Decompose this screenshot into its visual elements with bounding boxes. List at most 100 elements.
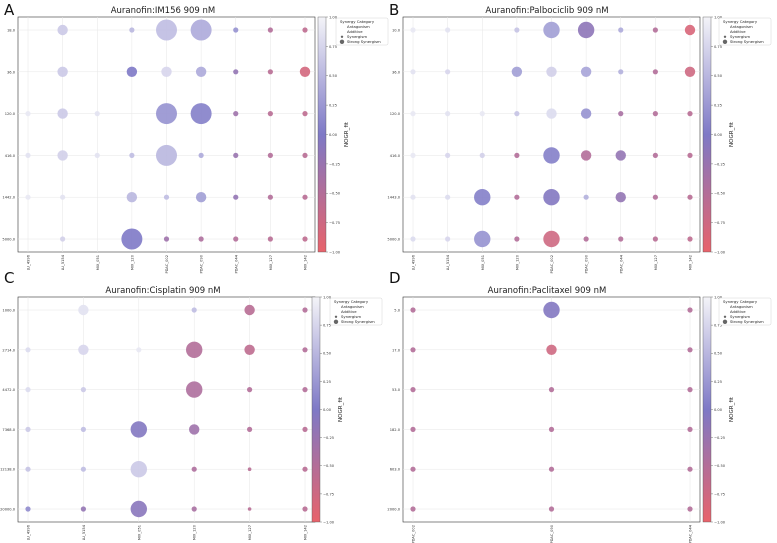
- data-point: [198, 152, 204, 158]
- data-point: [156, 103, 177, 125]
- y-tick-label: 1443.0: [387, 196, 400, 200]
- colorbar-tick-label: 0.25: [323, 380, 331, 384]
- data-point: [687, 387, 693, 393]
- data-point: [543, 230, 560, 248]
- data-point: [652, 111, 658, 117]
- data-point: [474, 230, 491, 248]
- data-point: [410, 387, 416, 393]
- data-point: [410, 506, 416, 512]
- y-tick-label: 5.0: [394, 309, 400, 313]
- colorbar-tick-label: 0.00: [329, 133, 338, 137]
- data-point: [302, 111, 308, 117]
- data-point: [652, 69, 658, 75]
- data-point: [244, 304, 255, 316]
- legend-marker: [722, 39, 728, 44]
- colorbar-tick-label: −0.75: [714, 221, 725, 225]
- y-tick-label: 416.0: [390, 154, 401, 158]
- y-tick-label: 1000.0: [2, 309, 15, 313]
- colorbar-tick-label: 0.00: [714, 408, 723, 412]
- data-point: [546, 108, 557, 119]
- data-point: [514, 194, 520, 200]
- data-point: [57, 24, 68, 36]
- data-point: [543, 189, 560, 206]
- chart-title: Auranofin:Cisplatin 909 nM: [105, 286, 220, 296]
- colorbar-tick-label: −0.25: [323, 436, 334, 440]
- legend-entry: Antagonism: [730, 304, 753, 309]
- data-point: [546, 344, 557, 355]
- data-point: [618, 27, 624, 33]
- panel-b: B Auranofin:Palbociclib 909 nM 10.0 36.0 120…: [387, 1, 772, 273]
- data-point: [615, 192, 626, 203]
- colorbar-tick-label: 0.25: [714, 104, 722, 108]
- data-point: [302, 347, 308, 353]
- data-point: [129, 27, 135, 33]
- data-point: [302, 27, 308, 33]
- data-point: [130, 421, 147, 438]
- colorbar-tick-label: 0.50: [714, 352, 723, 356]
- colorbar-tick-label: −0.25: [714, 436, 725, 440]
- x-tick-label: LU_4996: [412, 254, 416, 270]
- legend-entry: Antagonism: [341, 304, 364, 309]
- data-point: [267, 111, 273, 117]
- colorbar-label: NOGR_fit: [338, 396, 344, 422]
- data-point: [186, 381, 203, 398]
- y-tick-label: 12138.0: [0, 468, 16, 472]
- colorbar-tick-label: −1.00: [323, 520, 335, 524]
- data-point: [302, 194, 308, 200]
- legend-marker: [723, 315, 727, 318]
- data-point: [129, 152, 135, 158]
- data-point: [126, 66, 138, 78]
- y-tick-label: 603.0: [390, 468, 401, 472]
- data-point: [233, 27, 239, 33]
- data-point: [410, 69, 416, 75]
- legend-marker: [333, 319, 339, 324]
- data-point: [163, 194, 170, 200]
- data-point: [233, 111, 239, 117]
- colorbar-tick-label: 0.25: [329, 104, 337, 108]
- x-tick-label: PDAC_044: [619, 254, 623, 273]
- data-point: [618, 111, 624, 117]
- colorbar-tick-label: 0.25: [714, 380, 722, 384]
- colorbar-tick-label: 0.75: [714, 45, 722, 49]
- data-point: [479, 152, 485, 158]
- data-point: [302, 236, 308, 242]
- legend-entry: Additive: [347, 29, 363, 34]
- data-point: [410, 152, 416, 158]
- y-tick-label: 10.0: [392, 29, 401, 33]
- colorbar-tick-label: 1.00: [714, 295, 723, 299]
- data-point: [410, 426, 416, 432]
- y-tick-label: 120.0: [390, 112, 401, 116]
- data-point: [618, 69, 624, 75]
- data-point: [25, 466, 31, 472]
- data-point: [615, 150, 626, 161]
- panel-letter: D: [389, 269, 401, 287]
- colorbar: 1.00 0.75 0.50 0.25 0.00 −0.25 −0.50 −0.75 −1.00…: [317, 15, 350, 254]
- data-point: [445, 27, 451, 33]
- legend: Synergy CategoryAntagonismAdditiveSynerg…: [718, 17, 772, 46]
- data-point: [57, 66, 68, 78]
- y-tick-label: 1442.0: [2, 196, 15, 200]
- legend-entry: Antagonism: [730, 24, 753, 29]
- data-point: [445, 111, 451, 117]
- data-point: [60, 194, 66, 200]
- colorbar-tick-label: 0.00: [323, 408, 332, 412]
- plot-area: [17, 296, 316, 523]
- y-tick-label: 53.0: [392, 388, 401, 392]
- legend-box: [329, 297, 383, 326]
- legend-entry: Antagonism: [347, 24, 370, 29]
- data-point: [163, 236, 170, 242]
- colorbar-gradient: [311, 296, 321, 523]
- data-point: [78, 344, 89, 355]
- data-point: [191, 307, 197, 313]
- panel-letter: C: [4, 269, 14, 287]
- data-point: [247, 507, 252, 511]
- colorbar-label: NOGR_fit: [729, 121, 735, 147]
- data-point: [191, 466, 197, 472]
- data-point: [247, 426, 253, 432]
- colorbar-gradient: [702, 296, 712, 523]
- x-tick-label: MIX_127: [269, 255, 273, 270]
- data-point: [546, 66, 557, 78]
- data-point: [233, 194, 239, 200]
- data-point: [25, 152, 31, 158]
- legend-entry: Synergism: [347, 34, 367, 39]
